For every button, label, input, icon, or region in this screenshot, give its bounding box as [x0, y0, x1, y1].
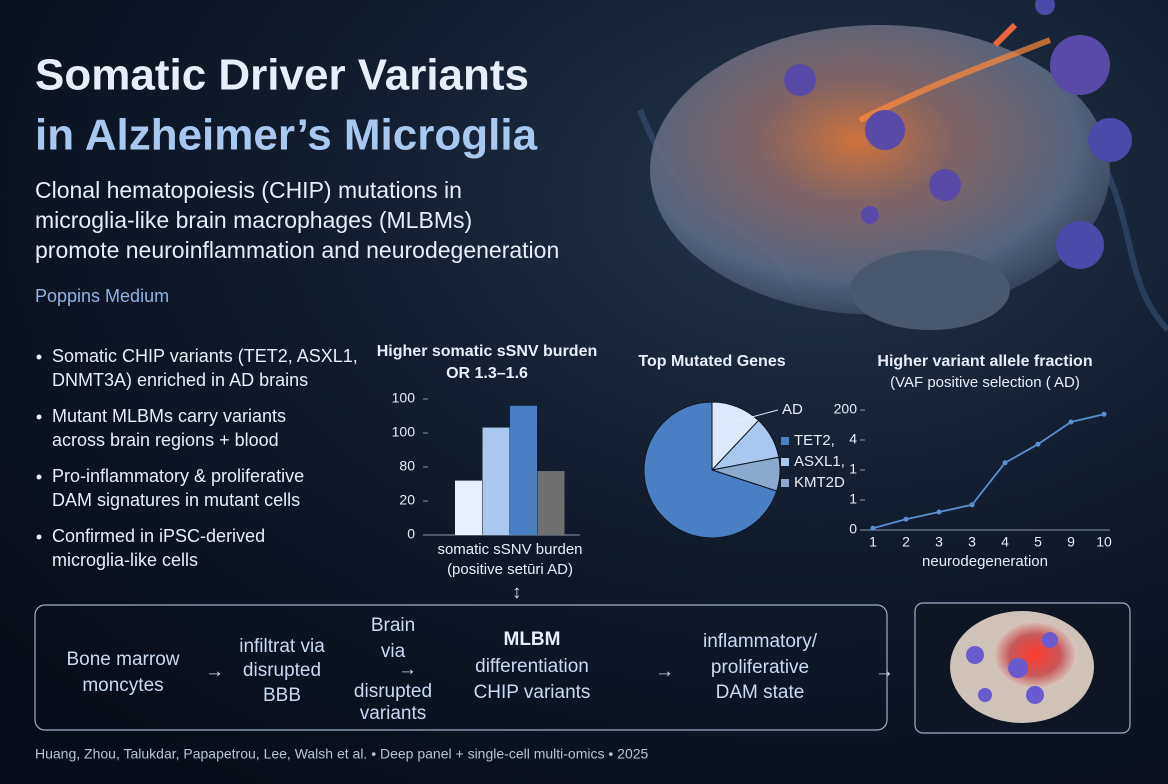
pie-slice	[643, 401, 778, 539]
chart-title: Top Mutated Genes	[638, 353, 785, 370]
y-tick-label: 80	[399, 458, 415, 474]
chart-subtitle: (VAF positive selection ( AD)	[890, 374, 1080, 391]
bullet-dot	[36, 354, 42, 360]
y-tick-label: 1	[849, 461, 857, 477]
mini-brain	[950, 611, 1094, 723]
flow-step: Brain	[371, 615, 415, 636]
x-tick-label: 10	[1096, 534, 1112, 550]
y-tick-label: 100	[392, 424, 416, 440]
x-tick-label: 3	[935, 534, 943, 550]
point	[1101, 411, 1107, 417]
bullet-text: across brain regions + blood	[52, 430, 279, 450]
point	[1068, 419, 1074, 425]
leader-line	[730, 409, 779, 424]
bullet-text: Mutant MLBMs carry variants	[52, 406, 286, 426]
x-tick-label: 9	[1067, 534, 1075, 550]
citation: Huang, Zhou, Talukdar, Papapetrou, Lee, …	[35, 746, 649, 762]
flow-step: differentiation	[475, 656, 589, 677]
bullet-text: Pro-inflammatory & proliferative	[52, 466, 304, 486]
svg-text:→: →	[655, 661, 674, 682]
x-tick-label: 1	[869, 534, 877, 550]
x-axis-label: neurodegeneration	[922, 553, 1048, 570]
subtitle: promote neuroinflammation and neurodegen…	[35, 237, 559, 263]
bar	[482, 427, 510, 535]
legend-swatch	[781, 458, 789, 466]
bullet-text: DAM signatures in mutant cells	[52, 490, 300, 510]
subtitle: microglia-like brain macrophages (MLBMs)	[35, 207, 472, 233]
flow-step: disrupted	[243, 660, 321, 681]
legend-swatch	[781, 437, 789, 445]
bullet-text: DNMT3A) enriched in AD brains	[52, 370, 308, 390]
font-note: Poppins Medium	[35, 286, 169, 306]
flow-step: infiltrat via	[239, 636, 325, 657]
title: in Alzheimer’s Microglia	[35, 111, 538, 160]
flow-step: inflammatory/	[703, 631, 818, 652]
bar	[455, 480, 482, 535]
x-tick-label: 3	[968, 534, 976, 550]
x-tick-label: 4	[1001, 534, 1009, 550]
flow-step: MLBM	[504, 629, 561, 650]
bullet-text: Confirmed in iPSC-derived	[52, 526, 265, 546]
x-tick-label: 5	[1034, 534, 1042, 550]
flow-step: BBB	[263, 685, 301, 706]
x-axis-label: (positive setūri AD)	[447, 561, 573, 578]
bullet-text: Somatic CHIP variants (TET2, ASXL1,	[52, 346, 358, 366]
y-tick-label: 4	[849, 431, 857, 447]
point	[1002, 460, 1008, 466]
y-tick-label: 0	[849, 521, 857, 537]
subtitle: Clonal hematopoiesis (CHIP) mutations in	[35, 177, 462, 203]
bar	[510, 405, 537, 535]
point	[870, 525, 876, 531]
x-tick-label: 2	[902, 534, 910, 550]
svg-text:→: →	[398, 659, 417, 680]
bullet-dot	[36, 474, 42, 480]
svg-text:→: →	[205, 661, 224, 682]
flow-step: moncytes	[82, 675, 163, 696]
bullet-text: microglia-like cells	[52, 550, 198, 570]
flow-step: proliferative	[711, 657, 809, 678]
flow-step: DAM state	[716, 682, 805, 703]
point	[969, 502, 975, 508]
y-tick-label: 1	[849, 491, 857, 507]
line	[872, 413, 1105, 530]
chart-title: Higher variant allele fraction	[877, 353, 1092, 370]
legend-label: KMT2D	[794, 474, 845, 491]
chart-subtitle: OR 1.3–1.6	[446, 365, 528, 382]
legend-label: TET2,	[794, 432, 835, 449]
flow-step: Bone marrow	[67, 649, 180, 670]
svg-text:↕: ↕	[512, 582, 522, 603]
point	[1035, 441, 1041, 447]
bullet-dot	[36, 534, 42, 540]
legend-label: ASXL1,	[794, 453, 845, 470]
flow-arrows: → → → → ↕	[205, 582, 894, 682]
legend-label: AD	[782, 401, 803, 418]
flow-box	[34, 604, 888, 731]
flow-step: disrupted	[354, 681, 432, 702]
legend-swatch	[781, 479, 789, 487]
chart-title: Higher somatic sSNV burden	[377, 343, 598, 360]
y-tick-label: 20	[399, 492, 415, 508]
point	[903, 516, 909, 522]
flow-step: CHIP variants	[474, 682, 591, 703]
y-tick-label: 200	[834, 401, 858, 417]
bar	[537, 471, 565, 535]
x-axis-label: somatic sSNV burden	[437, 541, 582, 558]
svg-text:→: →	[875, 661, 894, 682]
brain-illustration	[637, 0, 1168, 333]
flow-step: variants	[360, 703, 427, 724]
y-tick-label: 100	[392, 390, 416, 406]
flow-step: via	[381, 641, 406, 662]
y-tick-label: 0	[407, 526, 415, 542]
title: Somatic Driver Variants	[35, 51, 529, 100]
point	[936, 509, 942, 515]
bullet-dot	[36, 414, 42, 420]
